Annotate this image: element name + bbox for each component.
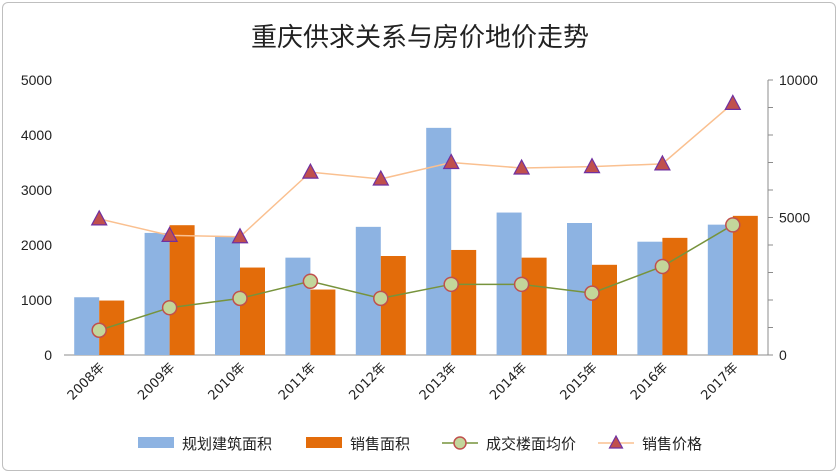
y-right-tick-label: 5000 — [779, 210, 810, 226]
bar-sales-area — [310, 289, 336, 355]
point-avg-floor-price — [584, 285, 600, 301]
point-avg-floor-price — [373, 290, 389, 307]
y-left-tick-label: 1000 — [21, 292, 52, 308]
bar-planned-area — [637, 241, 663, 355]
bar-planned-area — [355, 226, 381, 355]
lines — [90, 94, 742, 338]
bar-sales-area — [451, 249, 477, 355]
y-left-tick-label: 3000 — [21, 182, 52, 198]
bar-planned-area — [285, 257, 311, 355]
point-sales-price — [231, 227, 249, 244]
legend-swatch — [138, 437, 174, 448]
x-tick-label: 2009年 — [135, 360, 178, 403]
x-tick-label: 2017年 — [698, 360, 741, 403]
point-sales-price — [161, 226, 179, 242]
bar-sales-area — [521, 257, 547, 355]
y-left-tick-label: 4000 — [21, 127, 52, 143]
legend-label: 规划建筑面积 — [182, 435, 272, 453]
line-avg-floor-price — [98, 224, 734, 331]
legend-label: 销售价格 — [642, 435, 702, 453]
bar-planned-area — [144, 232, 170, 355]
y-left-tick-label: 5000 — [21, 72, 52, 88]
point-avg-floor-price — [91, 322, 107, 338]
x-tick-label: 2014年 — [487, 360, 530, 403]
bar-sales-area — [380, 256, 406, 355]
point-avg-floor-price — [443, 276, 459, 293]
y-right-tick-label: 0 — [779, 347, 787, 363]
point-sales-price — [372, 169, 390, 186]
x-tick-label: 2013年 — [417, 360, 460, 403]
point-avg-floor-price — [232, 290, 248, 307]
point-avg-floor-price — [654, 258, 671, 275]
x-tick-label: 2015年 — [558, 360, 601, 403]
point-avg-floor-price — [302, 273, 319, 290]
y-left-tick-label: 2000 — [21, 237, 52, 253]
x-tick-label: 2012年 — [346, 360, 389, 403]
legend-marker-triangle — [608, 434, 624, 449]
point-avg-floor-price — [725, 217, 741, 233]
bar-sales-area — [169, 225, 195, 355]
point-sales-price — [90, 209, 108, 226]
point-sales-price — [442, 153, 460, 170]
x-tick-labels: 2008年 2009年 2010年 2011年 2012年 2013年 2014年 2015年… — [65, 360, 742, 403]
y-right-tick-label: 10000 — [779, 72, 818, 88]
legend-label: 销售面积 — [350, 435, 410, 453]
bar-sales-area — [662, 237, 688, 355]
legend-marker-circle — [453, 436, 467, 450]
point-avg-floor-price — [513, 276, 530, 293]
line-sales-price — [99, 102, 734, 238]
x-tick-label: 2008年 — [65, 360, 108, 403]
bar-sales-area — [240, 267, 265, 355]
x-tick-label: 2016年 — [628, 360, 671, 403]
bar-sales-area — [732, 215, 758, 355]
x-tick-label: 2011年 — [276, 360, 319, 403]
legend: 规划建筑面积 销售面积 成交楼面均价 销售价格 — [138, 434, 702, 453]
chart-title: 重庆供求关系与房价地价走势 — [251, 23, 589, 53]
point-sales-price — [583, 157, 601, 174]
point-avg-floor-price — [161, 299, 178, 316]
bar-sales-area — [592, 264, 617, 355]
legend-label: 成交楼面均价 — [486, 435, 576, 453]
y-left-tick-label: 0 — [44, 347, 52, 363]
point-sales-price — [513, 158, 531, 175]
legend-swatch — [306, 437, 342, 448]
bar-planned-area — [707, 224, 733, 355]
point-sales-price — [724, 94, 742, 110]
axes: 0 1000 2000 3000 4000 5000 0 5000 10000 — [21, 72, 818, 363]
point-sales-price — [653, 154, 671, 171]
point-sales-price — [301, 162, 319, 179]
x-tick-label: 2010年 — [206, 360, 249, 403]
